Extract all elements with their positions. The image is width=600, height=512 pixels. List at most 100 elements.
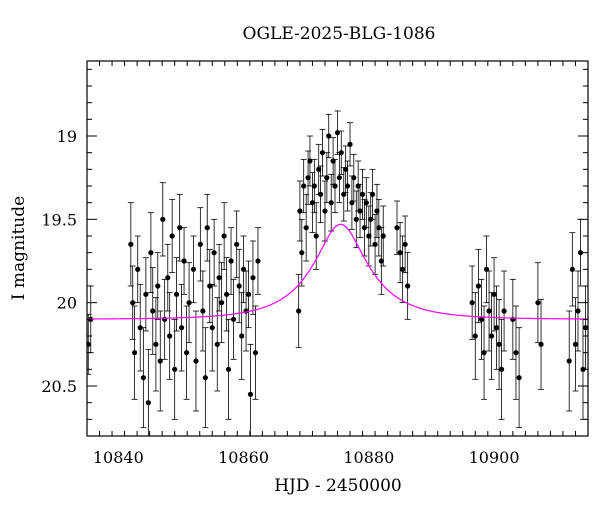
data-point bbox=[202, 375, 208, 381]
data-point bbox=[87, 341, 91, 347]
data-point bbox=[230, 316, 237, 322]
data-point bbox=[219, 300, 225, 306]
data-point bbox=[349, 200, 355, 206]
data-point bbox=[214, 341, 220, 347]
data-point bbox=[361, 225, 368, 231]
data-point bbox=[330, 158, 336, 164]
data-point bbox=[334, 130, 341, 136]
x-tick-label: 10880 bbox=[343, 448, 394, 467]
errorbar-group bbox=[87, 110, 588, 436]
data-point bbox=[301, 183, 307, 189]
data-point bbox=[322, 208, 328, 214]
data-point bbox=[207, 283, 213, 289]
data-point bbox=[135, 266, 141, 272]
data-point bbox=[296, 308, 302, 314]
data-point bbox=[145, 400, 151, 406]
data-point bbox=[405, 283, 411, 289]
data-point bbox=[177, 225, 183, 231]
x-axis-label: HJD - 2450000 bbox=[274, 476, 402, 496]
data-point bbox=[493, 325, 500, 331]
data-point bbox=[516, 375, 522, 381]
data-point bbox=[255, 258, 261, 264]
data-point bbox=[575, 308, 581, 314]
data-point bbox=[372, 241, 378, 247]
data-point bbox=[501, 308, 507, 314]
y-tick-label: 19.5 bbox=[41, 210, 77, 229]
data-point bbox=[250, 275, 256, 281]
data-point bbox=[204, 225, 210, 231]
data-point bbox=[153, 341, 159, 347]
y-tick-label: 20.5 bbox=[41, 377, 77, 396]
data-point bbox=[245, 291, 252, 297]
data-point bbox=[513, 350, 519, 356]
data-point bbox=[486, 308, 492, 314]
data-point bbox=[496, 341, 502, 347]
data-point bbox=[130, 300, 136, 306]
data-point bbox=[316, 166, 322, 172]
data-point bbox=[577, 250, 584, 256]
data-point bbox=[488, 333, 495, 339]
data-point bbox=[303, 225, 309, 231]
data-point bbox=[211, 250, 217, 256]
data-point bbox=[181, 258, 187, 264]
data-point bbox=[326, 133, 332, 139]
data-point bbox=[369, 191, 376, 197]
y-tick-label: 20 bbox=[57, 294, 77, 313]
data-point bbox=[580, 366, 586, 372]
data-point bbox=[172, 366, 178, 372]
data-point bbox=[137, 325, 143, 331]
data-point bbox=[143, 291, 149, 297]
data-point bbox=[338, 150, 344, 156]
data-point bbox=[216, 275, 222, 281]
data-point bbox=[128, 241, 134, 247]
data-point bbox=[313, 233, 319, 239]
data-point bbox=[157, 358, 163, 364]
data-point bbox=[344, 183, 351, 189]
data-point bbox=[472, 333, 478, 339]
data-point bbox=[209, 325, 215, 331]
data-point bbox=[247, 391, 254, 397]
data-point bbox=[353, 216, 359, 222]
data-point bbox=[332, 183, 338, 189]
data-point bbox=[225, 366, 232, 372]
data-point bbox=[307, 158, 313, 164]
data-point bbox=[572, 341, 579, 347]
data-point bbox=[378, 258, 384, 264]
data-point bbox=[165, 275, 171, 281]
data-point bbox=[305, 175, 311, 181]
data-point bbox=[236, 283, 242, 289]
axis-tick-labels: 10840 10860 10880 10900 19 19.5 20 20.5 bbox=[41, 127, 519, 467]
data-point bbox=[131, 350, 138, 356]
data-point bbox=[538, 341, 544, 347]
data-point bbox=[351, 175, 357, 181]
data-point bbox=[200, 308, 206, 314]
chart-title: OGLE-2025-BLG-1086 bbox=[243, 24, 436, 44]
data-point bbox=[319, 150, 326, 156]
data-point bbox=[380, 233, 386, 239]
x-tick-label: 10900 bbox=[469, 448, 520, 467]
data-point bbox=[240, 266, 247, 272]
data-point bbox=[582, 325, 588, 331]
data-point bbox=[481, 350, 487, 356]
data-point bbox=[167, 333, 173, 339]
data-point bbox=[234, 241, 240, 247]
axis-ticks bbox=[86, 61, 589, 437]
data-point bbox=[336, 175, 342, 181]
data-point bbox=[228, 258, 234, 264]
data-point bbox=[239, 333, 245, 339]
data-point bbox=[397, 250, 403, 256]
data-point bbox=[374, 208, 380, 214]
x-tick-label: 10860 bbox=[218, 448, 269, 467]
data-point bbox=[491, 291, 497, 297]
data-point bbox=[160, 216, 166, 222]
data-point bbox=[169, 233, 175, 239]
data-point bbox=[311, 183, 317, 189]
data-point bbox=[498, 366, 505, 372]
data-point bbox=[150, 308, 156, 314]
data-point bbox=[483, 266, 490, 272]
data-point bbox=[376, 225, 382, 231]
model-curve bbox=[87, 223, 588, 320]
datapoint-group bbox=[87, 130, 588, 406]
data-point bbox=[359, 191, 366, 197]
